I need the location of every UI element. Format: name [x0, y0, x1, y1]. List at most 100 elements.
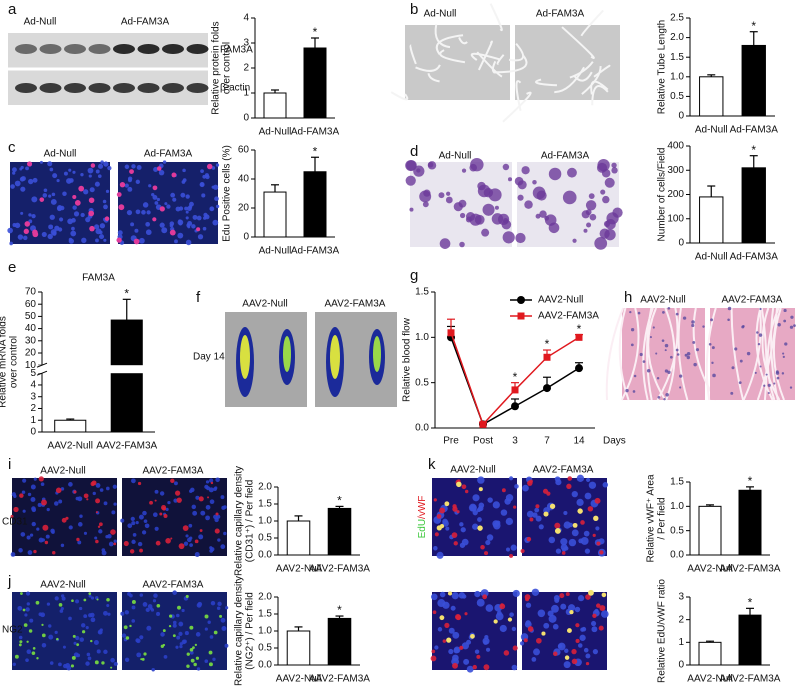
error-bar — [749, 31, 758, 46]
image-dot — [136, 165, 142, 170]
image-dot — [686, 351, 691, 356]
image-dot — [446, 191, 451, 196]
image-dot — [124, 183, 129, 188]
image-dot — [149, 500, 153, 505]
image-dot — [589, 213, 597, 221]
image-dot — [137, 541, 143, 547]
image-dot — [474, 590, 481, 598]
image-dot — [90, 639, 93, 643]
image-dot — [103, 610, 108, 616]
image-dot — [76, 643, 80, 647]
image-dot — [526, 536, 532, 542]
image-dot — [217, 538, 221, 542]
image-dot — [110, 657, 115, 663]
significance: * — [513, 370, 518, 384]
image-dot — [566, 628, 572, 634]
image-dot — [189, 647, 194, 652]
image-dot — [691, 320, 695, 324]
y-tick-label: 200 — [667, 189, 684, 200]
image-dot — [129, 624, 132, 628]
image-dot — [539, 210, 547, 218]
image-dot — [126, 209, 133, 216]
image-dot — [215, 477, 220, 483]
image-dot — [75, 496, 80, 501]
image-label: AAV2-FAM3A — [143, 580, 204, 591]
x-tick-label: Pre — [443, 436, 459, 447]
image-dot — [136, 638, 141, 644]
image-dot — [153, 167, 159, 172]
legend-marker — [517, 296, 525, 304]
marker — [575, 333, 583, 341]
image-dot — [220, 617, 226, 623]
image-dot — [186, 652, 190, 656]
x-tick-label: Ad-Null — [695, 252, 728, 263]
image-dot — [208, 650, 213, 655]
image-dot — [675, 348, 679, 352]
image-dot — [90, 163, 96, 168]
image-dot — [88, 592, 92, 595]
image-dot — [476, 654, 481, 659]
image-dot — [596, 603, 601, 608]
y-axis-label: / Per field — [657, 497, 668, 539]
image-dot — [448, 627, 455, 634]
legend-label: AAV2-Null — [538, 295, 583, 306]
y-tick-label: 1.0 — [415, 332, 429, 343]
bar — [286, 630, 311, 666]
x-tick-label: AAV2-FAM3A — [720, 564, 781, 575]
x-tick-label: AAV2-FAM3A — [309, 564, 370, 575]
image-dot — [524, 620, 532, 628]
image-dot — [757, 342, 761, 346]
fiber — [664, 307, 676, 401]
image-dot — [532, 179, 537, 185]
image-dot — [58, 662, 62, 667]
image-dot — [154, 499, 157, 502]
image-dot — [123, 540, 129, 547]
image-dot — [18, 643, 22, 647]
image-dot — [135, 521, 139, 525]
image-dot — [175, 645, 179, 649]
micrograph — [10, 476, 117, 557]
micrograph — [116, 160, 220, 246]
tube — [470, 52, 500, 61]
y-tick-label: 0 — [678, 238, 684, 249]
image-dot — [595, 526, 600, 531]
image-dot — [103, 238, 107, 242]
image-dot — [629, 310, 632, 314]
image-dot — [68, 168, 72, 172]
image-dot — [25, 658, 29, 663]
image-dot — [184, 631, 189, 636]
image-dot — [580, 627, 585, 632]
image-dot — [78, 185, 85, 192]
image-dot — [586, 477, 591, 483]
significance: * — [313, 25, 318, 39]
image-dot — [579, 634, 586, 641]
image-dot — [507, 617, 513, 622]
image-dot — [434, 645, 439, 650]
error-bar — [746, 486, 754, 491]
image-dot — [773, 382, 776, 385]
image-dot — [451, 592, 459, 600]
image-dot — [191, 504, 197, 510]
image-dot — [61, 596, 66, 601]
image-dot — [174, 239, 178, 244]
image-dot — [734, 347, 738, 351]
y-tick-label: 0 — [30, 427, 36, 438]
image-dot — [691, 323, 695, 328]
image-dot — [657, 395, 661, 399]
micrograph — [315, 312, 397, 407]
image-dot — [746, 351, 751, 356]
image-dot — [99, 488, 104, 492]
x-tick-label: AAV2-FAM3A — [309, 674, 370, 685]
image-dot — [85, 661, 90, 666]
x-tick-label: Ad-FAM3A — [291, 127, 340, 138]
image-label: FAM3A — [220, 45, 253, 56]
image-dot — [189, 536, 193, 540]
image-dot — [512, 645, 518, 651]
image-dot — [649, 336, 652, 339]
image-dot — [116, 237, 122, 243]
micrograph — [493, 9, 620, 123]
image-dot — [445, 526, 450, 531]
x-tick-label: Post — [473, 436, 493, 447]
image-dot — [601, 592, 607, 598]
image-dot — [200, 169, 204, 174]
